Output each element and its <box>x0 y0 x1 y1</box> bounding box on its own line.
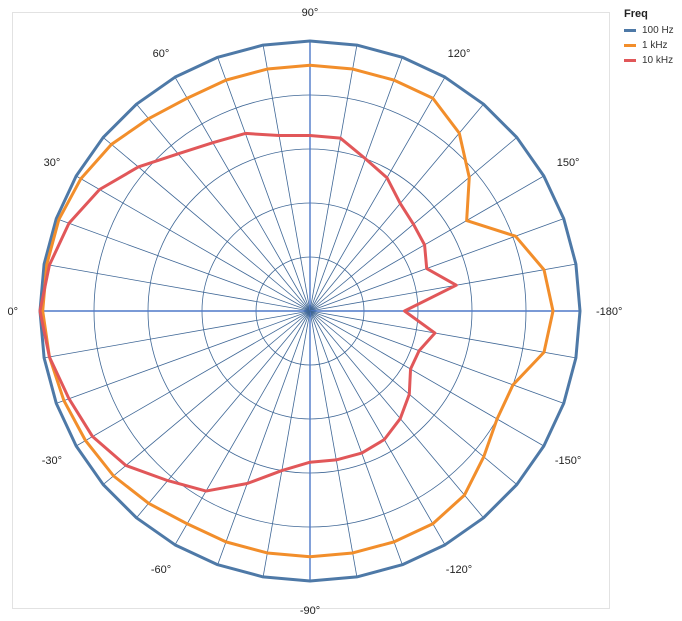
spoke-50 <box>136 103 311 312</box>
spoke-80 <box>262 45 311 312</box>
spoke-100 <box>309 45 358 312</box>
spoke-160 <box>309 218 564 312</box>
spoke-310 <box>136 310 311 519</box>
series-line-10khz <box>38 131 458 493</box>
plot-area-frame <box>12 12 610 609</box>
spoke-330 <box>75 310 311 447</box>
spoke-30 <box>75 175 311 312</box>
angle-tick-label: 150° <box>557 157 580 169</box>
legend-title: Freq <box>624 8 648 20</box>
spoke-130 <box>309 103 484 312</box>
spoke-210 <box>309 310 545 447</box>
spoke-20 <box>56 218 311 312</box>
legend-swatch-10khz <box>624 59 636 62</box>
spoke-320 <box>102 310 311 485</box>
series-line-1khz <box>41 63 555 559</box>
legend-item-10khz[interactable]: 10 kHz <box>624 53 674 68</box>
legend-item-100hz[interactable]: 100 Hz <box>624 23 674 38</box>
spoke-260 <box>309 310 358 577</box>
angle-tick-label: -90° <box>300 605 320 617</box>
spoke-170 <box>309 263 576 312</box>
spoke-340 <box>56 310 311 404</box>
spoke-240 <box>309 310 446 546</box>
legend-item-1khz[interactable]: 1 kHz <box>624 38 674 53</box>
angle-tick-label: 60° <box>153 48 170 60</box>
spoke-200 <box>309 310 564 404</box>
spoke-120 <box>309 76 446 312</box>
spoke-110 <box>309 57 403 312</box>
spoke-10 <box>44 263 311 312</box>
angle-tick-label: 30° <box>44 157 61 169</box>
angle-tick-label: 90° <box>302 7 319 19</box>
spoke-60 <box>174 76 311 312</box>
angle-tick-label: -120° <box>446 564 472 576</box>
spoke-70 <box>217 57 311 312</box>
legend: Freq 100 Hz 1 kHz 10 kHz <box>624 8 674 68</box>
angle-tick-label: -60° <box>151 564 171 576</box>
legend-label-100hz: 100 Hz <box>642 25 674 36</box>
spoke-350 <box>44 310 311 359</box>
spoke-40 <box>102 137 311 312</box>
spoke-150 <box>309 175 545 312</box>
angle-tick-label: -30° <box>42 455 62 467</box>
angle-tick-label: 120° <box>448 48 471 60</box>
legend-swatch-1khz <box>624 44 636 47</box>
spoke-190 <box>309 310 576 359</box>
angle-tick-label: -150° <box>555 455 581 467</box>
spoke-220 <box>309 310 518 485</box>
spoke-280 <box>262 310 311 577</box>
angle-tick-label: 0° <box>7 306 18 318</box>
angle-tick-label: -180° <box>596 306 622 318</box>
spoke-300 <box>174 310 311 546</box>
legend-label-1khz: 1 kHz <box>642 40 668 51</box>
legend-swatch-100hz <box>624 29 636 32</box>
legend-label-10khz: 10 kHz <box>642 55 674 66</box>
spoke-250 <box>309 310 403 565</box>
spoke-230 <box>309 310 484 519</box>
spoke-290 <box>217 310 311 565</box>
